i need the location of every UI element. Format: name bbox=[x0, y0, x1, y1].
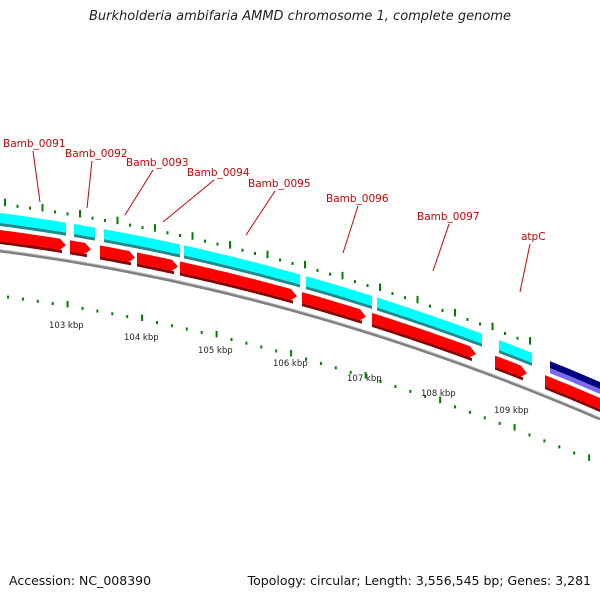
gene-feature-shadow bbox=[499, 350, 532, 366]
cds-arrow bbox=[180, 261, 297, 300]
leader-line bbox=[519, 243, 531, 293]
cds-track[interactable] bbox=[0, 230, 600, 412]
map-title: Burkholderia ambifaria AMMD chromosome 1… bbox=[88, 9, 512, 24]
leader-line bbox=[342, 205, 359, 254]
kbp-label-108: 108 kbp bbox=[421, 389, 456, 399]
gene-label-bamb-0096[interactable]: Bamb_0096 bbox=[326, 193, 389, 205]
leader-line bbox=[124, 169, 154, 216]
gene-feature bbox=[0, 213, 66, 233]
gene-feature-shadow bbox=[104, 239, 180, 258]
cds-arrow bbox=[495, 355, 527, 377]
kbp-label-106: 106 kbp bbox=[273, 359, 308, 369]
gene-feature-shadow bbox=[306, 286, 372, 309]
cds-arrow bbox=[545, 375, 600, 409]
cds-arrow bbox=[100, 245, 135, 262]
cds-arrow-shadow bbox=[70, 251, 87, 258]
cds-arrow bbox=[70, 240, 91, 254]
gene-label-bamb-0093[interactable]: Bamb_0093 bbox=[126, 157, 189, 169]
cds-arrow-shadow bbox=[495, 366, 523, 381]
kbp-label-103: 103 kbp bbox=[49, 321, 84, 331]
cds-arrow bbox=[0, 230, 66, 250]
cds-arrow-shadow bbox=[100, 256, 131, 266]
gene-label-bamb-0091[interactable]: Bamb_0091 bbox=[3, 138, 66, 150]
gene-feature-track[interactable] bbox=[0, 213, 600, 394]
cds-arrow-shadow bbox=[545, 386, 600, 412]
accession-label: Accession: NC_008390 bbox=[9, 573, 152, 588]
gene-feature bbox=[377, 297, 482, 344]
kbp-labels: 103 kbp 104 kbp 105 kbp 106 kbp 107 kbp … bbox=[49, 321, 529, 416]
cds-arrow-shadow bbox=[137, 263, 174, 275]
gene-label-bamb-0092[interactable]: Bamb_0092 bbox=[65, 148, 128, 160]
gene-feature-shadow bbox=[0, 223, 66, 236]
gene-label-bamb-0095[interactable]: Bamb_0095 bbox=[248, 178, 311, 190]
leader-line bbox=[32, 150, 41, 203]
gene-label-bamb-0097[interactable]: Bamb_0097 bbox=[417, 211, 480, 223]
gene-feature bbox=[104, 229, 180, 255]
cds-arrow-shadow bbox=[372, 324, 472, 362]
topology-summary: Topology: circular; Length: 3,556,545 bp… bbox=[247, 573, 591, 588]
leader-line bbox=[432, 223, 450, 272]
rna-feature bbox=[550, 361, 600, 389]
gene-feature bbox=[499, 340, 532, 363]
kbp-label-109: 109 kbp bbox=[494, 406, 529, 416]
label-leader-lines bbox=[32, 150, 531, 293]
gene-feature-shadow bbox=[74, 234, 95, 241]
leader-line bbox=[162, 179, 215, 223]
gene-label-bamb-0094[interactable]: Bamb_0094 bbox=[187, 167, 250, 179]
gene-feature bbox=[74, 224, 95, 238]
cds-arrow bbox=[137, 252, 178, 271]
kbp-label-104: 104 kbp bbox=[124, 333, 159, 343]
leader-line bbox=[86, 160, 93, 209]
backbone bbox=[0, 249, 600, 421]
kbp-label-105: 105 kbp bbox=[198, 346, 233, 356]
gene-label-atpc[interactable]: atpC bbox=[521, 231, 546, 243]
cds-arrow bbox=[372, 313, 476, 358]
inner-tick-marks bbox=[7, 295, 591, 461]
cds-arrow bbox=[302, 292, 366, 321]
gene-feature bbox=[306, 276, 372, 306]
cds-arrow-shadow bbox=[302, 303, 362, 324]
gene-labels[interactable]: Bamb_0091 Bamb_0092 Bamb_0093 Bamb_0094 … bbox=[3, 138, 546, 243]
backbone-line bbox=[0, 249, 600, 421]
cds-arrow-shadow bbox=[0, 241, 62, 253]
gene-feature-shadow bbox=[184, 255, 300, 288]
leader-line bbox=[245, 190, 276, 236]
backbone-highlight bbox=[0, 249, 600, 418]
outer-tick-marks bbox=[4, 198, 531, 345]
gene-feature bbox=[184, 245, 300, 285]
gene-feature-shadow bbox=[377, 307, 482, 347]
cds-arrow-shadow bbox=[180, 272, 293, 304]
kbp-label-107: 107 kbp bbox=[347, 374, 382, 384]
rna-feature bbox=[550, 368, 600, 394]
